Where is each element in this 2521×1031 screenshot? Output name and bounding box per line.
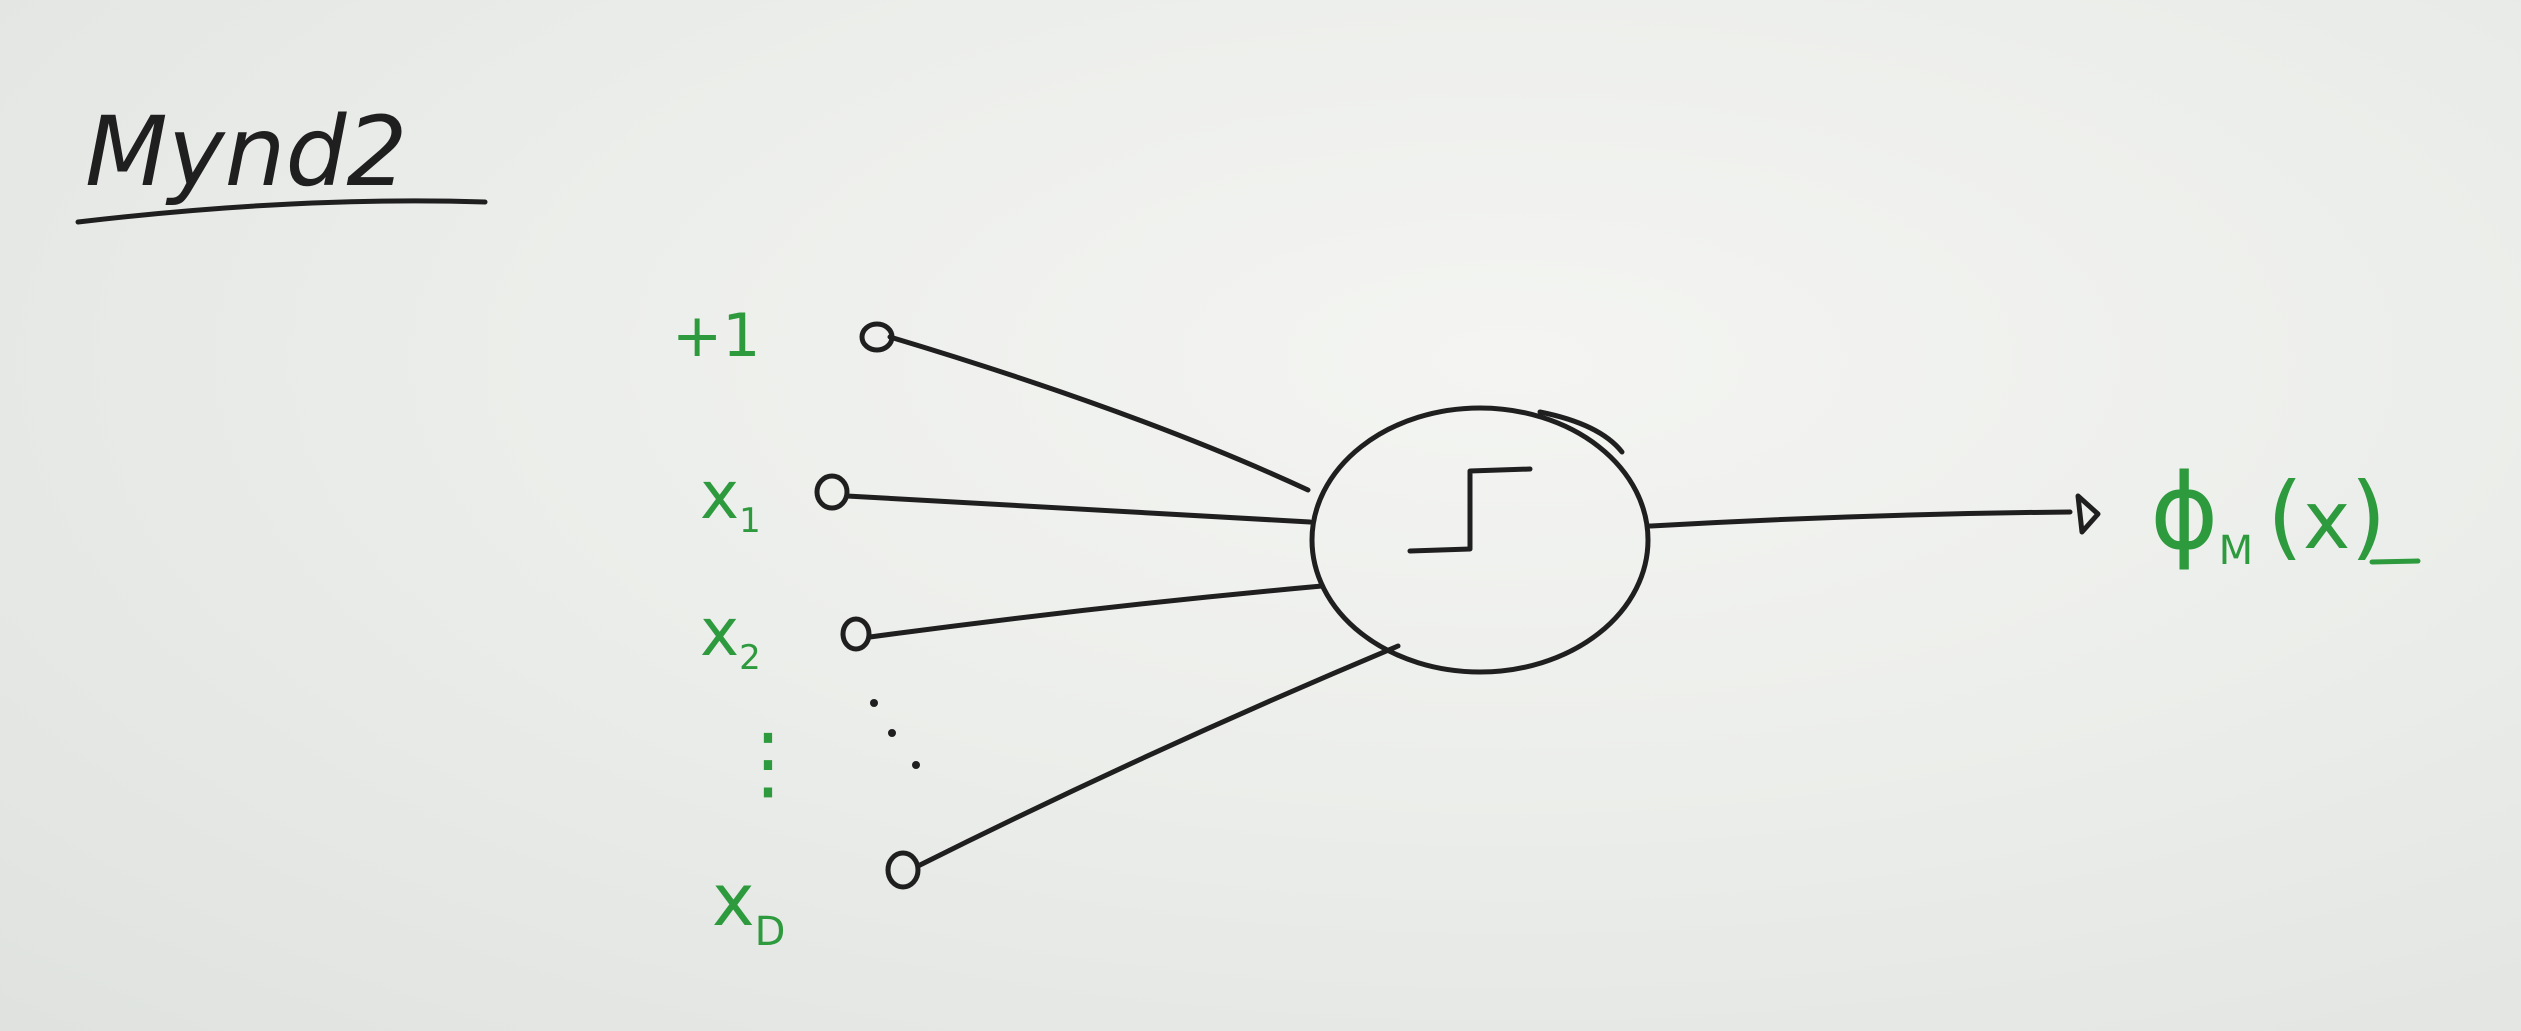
arrow-head-icon: [2075, 493, 2101, 535]
node-dot: [870, 699, 878, 707]
title-group: Mynd2: [75, 96, 488, 225]
x2-connection: [867, 583, 1325, 640]
x2-sub: 2: [739, 638, 761, 678]
xD-connection: [915, 643, 1401, 869]
x2-node-icon: [840, 616, 872, 652]
input-nodes: [814, 321, 921, 890]
title-underline: [75, 198, 488, 225]
x1-base: x: [700, 457, 739, 534]
connections: [844, 334, 1401, 869]
xD-base: x: [712, 858, 755, 942]
input-labels: +1 x1 x2 ⋮ xD: [672, 301, 808, 955]
node-dot: [888, 729, 896, 737]
xD-label: xD: [712, 858, 785, 955]
xD-node-icon: [885, 850, 921, 890]
label-vdots: ⋮: [728, 716, 808, 809]
neuron-tail-stroke: [1537, 409, 1625, 455]
output-connection: [1647, 509, 2073, 529]
output-label: ϕM (x): [2150, 451, 2386, 574]
x1-sub: 1: [739, 501, 761, 541]
node-dot: [912, 761, 920, 769]
output-arg-underline: [2369, 558, 2421, 565]
neuron-circle: [1309, 405, 1651, 675]
step-function-icon: [1407, 466, 1533, 554]
output-sub: M: [2219, 528, 2254, 574]
output-phi: ϕ: [2150, 451, 2219, 573]
output-open-paren: (: [2267, 463, 2303, 570]
x2-label: x2: [700, 594, 761, 678]
output: ϕM (x): [1647, 451, 2421, 574]
x1-connection: [844, 493, 1313, 525]
bias-label: +1: [672, 301, 760, 371]
output-arg: x: [2303, 474, 2350, 567]
bias-connection: [887, 334, 1311, 493]
x1-node-icon: [814, 473, 850, 511]
xD-sub: D: [755, 909, 786, 955]
x2-base: x: [700, 594, 739, 671]
node-vdots: [870, 699, 920, 769]
neuron: [1309, 405, 1651, 675]
output-close-paren: ): [2350, 463, 2386, 570]
title-text: Mynd2: [85, 96, 408, 208]
x1-label: x1: [700, 457, 761, 541]
